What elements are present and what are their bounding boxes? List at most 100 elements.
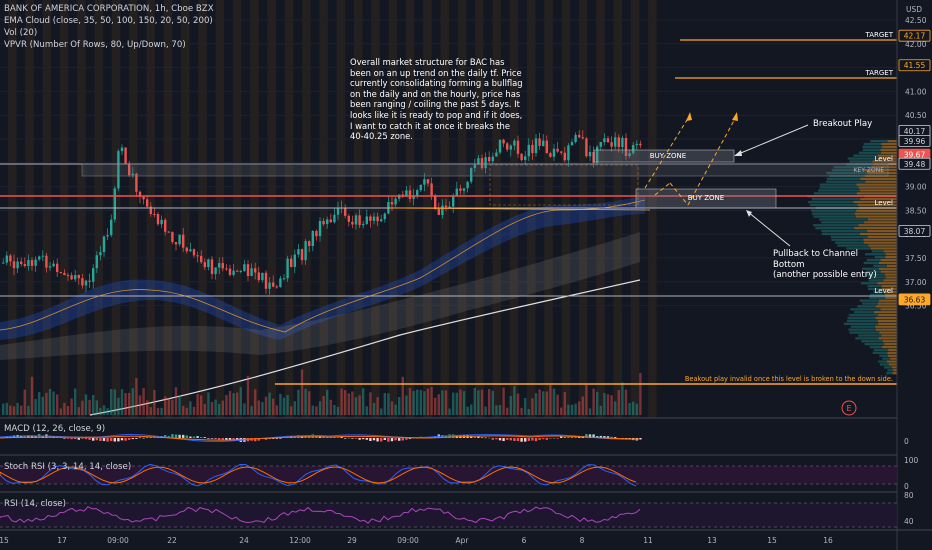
price-tick: 38.50 [905, 206, 927, 215]
volume-bar [599, 405, 602, 415]
vpvr-row-down [890, 357, 897, 360]
macd-bar [491, 438, 494, 440]
vpvr-row-up [869, 293, 885, 296]
stoch-rsi-label[interactable]: Stoch RSI (3, 3, 14, 14, close) [4, 462, 132, 472]
volume-bar [419, 389, 422, 415]
volume-bar [146, 400, 149, 415]
vpvr-row-up [819, 186, 859, 189]
macd-bar [354, 438, 358, 439]
candle [45, 252, 48, 273]
macd-bar [142, 437, 145, 439]
rsi-pane[interactable]: 80 40 [0, 491, 914, 528]
volume-bar [588, 408, 592, 415]
vpvr-row-up [874, 256, 886, 259]
macd-bar [549, 438, 552, 439]
candle [390, 196, 394, 211]
zones[interactable] [81, 149, 889, 211]
volume-bar [27, 406, 30, 415]
macd-bar [488, 437, 491, 439]
buy-zone-upper-label: BUY ZONE [650, 152, 686, 160]
vpvr-row-down [864, 241, 897, 244]
rsi-label[interactable]: RSI (14, close) [4, 499, 66, 509]
volume-bar [207, 392, 210, 415]
indicator-ema-cloud[interactable]: EMA Cloud (close, 35, 50, 100, 150, 20, … [4, 16, 213, 26]
volume-bar [531, 398, 534, 415]
price-axis[interactable]: USD 42.5042.0041.5041.0040.5040.0039.503… [896, 0, 931, 550]
stoch-rsi-pane[interactable]: 100 0 [0, 456, 919, 491]
macd-bar [16, 434, 19, 438]
vpvr-row-down [867, 229, 897, 233]
macd-bar [228, 438, 232, 441]
price-badge: 38.07 [898, 224, 931, 237]
time-label: 09:00 [107, 536, 129, 545]
volume-bar [308, 391, 311, 415]
volume-bar [128, 392, 131, 415]
volume-bar [290, 406, 293, 415]
macd-bar [372, 438, 376, 441]
volume-bar [268, 392, 271, 415]
macd-bar [470, 435, 473, 438]
macd-bar [63, 438, 66, 439]
buy-zone-lower [635, 188, 777, 209]
vpvr-row-up [886, 372, 893, 375]
macd-pane[interactable]: 0 [0, 433, 909, 446]
candle [210, 256, 214, 280]
volume-bar [189, 401, 192, 415]
candle [365, 209, 368, 226]
price-badge: 42.17 [898, 29, 931, 42]
volume-bar [358, 395, 361, 415]
macd-bar [66, 438, 70, 439]
volume-bar [120, 389, 124, 415]
time-axis[interactable]: 15 17 09:00 22 24 12:00 29 09:00 Apr 6 8 11 13 15 16 [0, 536, 833, 545]
price-badge-label: 40.17 [904, 127, 926, 136]
earnings-marker[interactable]: E [841, 400, 857, 416]
indicator-volume[interactable]: Vol (20) [4, 28, 38, 38]
vpvr-row-up [825, 180, 866, 183]
candle [164, 218, 167, 236]
candle [221, 256, 224, 272]
volume-bar [239, 387, 242, 415]
volume-bar [300, 369, 304, 415]
candle [369, 214, 372, 228]
volume-bar [372, 402, 376, 415]
time-label: 22 [167, 536, 177, 545]
macd-bar [189, 436, 192, 438]
price-badge-label: 42.17 [904, 32, 926, 41]
volume-bar [516, 393, 520, 415]
time-label: 24 [239, 536, 249, 545]
volume-bar [113, 389, 116, 415]
macd-bar [120, 438, 124, 441]
macd-bar [207, 438, 210, 439]
vpvr-row-down [856, 209, 897, 212]
volume-bar [164, 396, 167, 415]
vpvr-row-up [831, 169, 864, 172]
vpvr-row-up [862, 267, 880, 270]
volume-bar [232, 393, 235, 415]
volume-bar [347, 393, 350, 415]
vpvr-row-down [875, 328, 897, 331]
vpvr-row-down [876, 305, 897, 308]
vpvr-row-up [811, 198, 861, 201]
vpvr-row-down [883, 250, 897, 253]
volume-bar [578, 401, 581, 415]
candle [412, 189, 415, 206]
price-badge-label: 41.55 [904, 61, 926, 70]
macd-bar [167, 436, 170, 438]
candle [347, 213, 350, 227]
symbol-title[interactable]: BANK OF AMERICA CORPORATION, 1h, Cboe BZ… [4, 4, 214, 14]
time-label: 13 [707, 536, 717, 545]
vpvr-row-up [821, 221, 865, 224]
candle [304, 239, 307, 265]
macd-bar [452, 434, 455, 438]
indicator-vpvr[interactable]: VPVR (Number Of Rows, 80, Up/Down, 70) [4, 40, 186, 50]
vpvr-row-up [858, 151, 882, 154]
candle [632, 142, 635, 155]
vpvr-row-down [884, 343, 897, 346]
macd-label[interactable]: MACD (12, 26, close, 9) [4, 424, 106, 434]
candle [405, 186, 408, 197]
volume-bar [182, 405, 185, 415]
macd-bar [99, 438, 102, 442]
candle [200, 250, 203, 264]
volume-bar [70, 398, 73, 415]
